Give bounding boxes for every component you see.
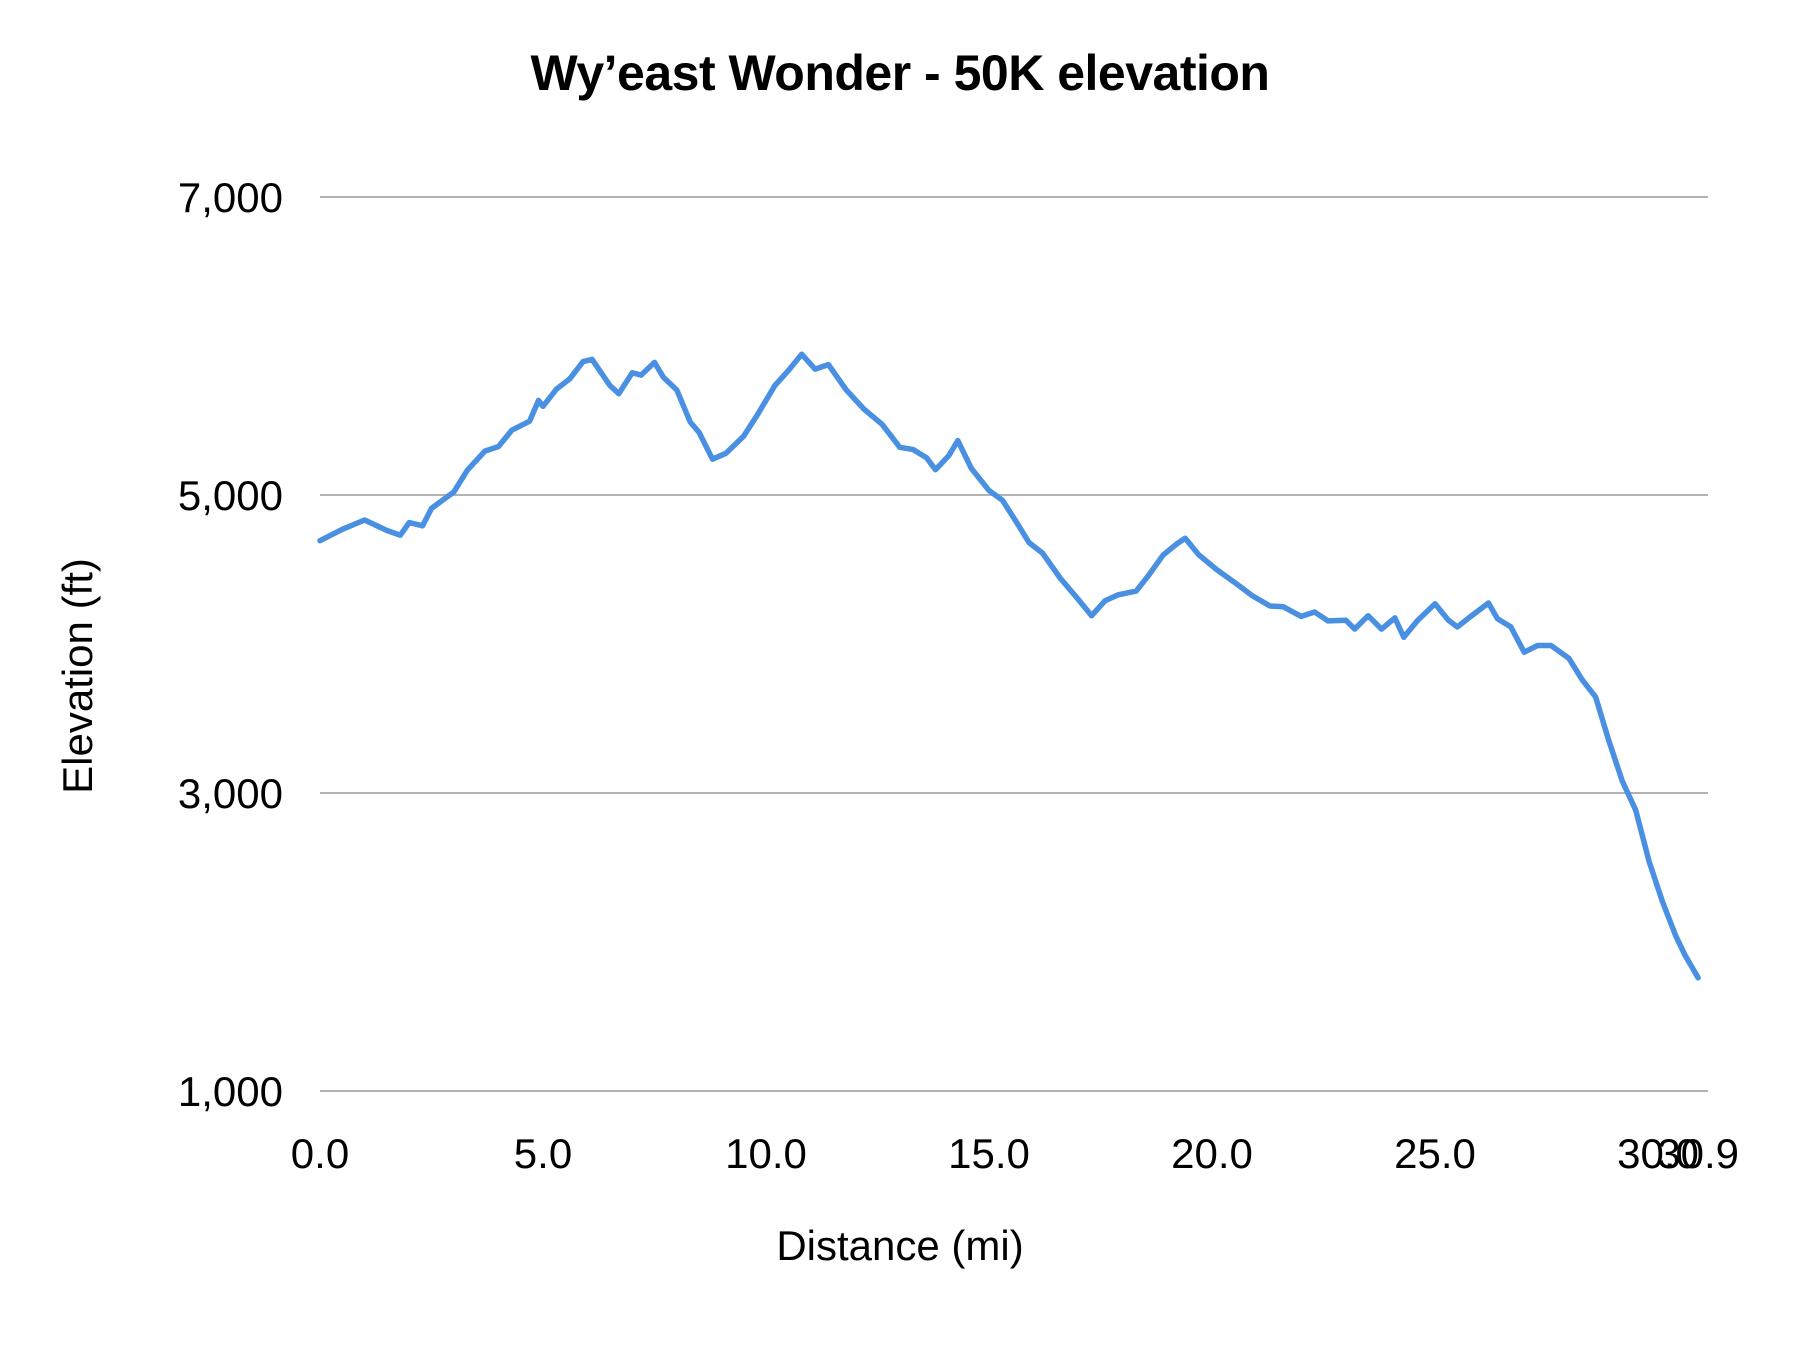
x-tick-label: 5.0 [514, 1130, 572, 1177]
gridlines [320, 196, 1708, 1092]
x-tick-label: 30.0 [1617, 1130, 1699, 1177]
x-tick-label: 15.0 [948, 1130, 1030, 1177]
y-tick-label: 1,000 [178, 1068, 283, 1115]
x-tick-label: 10.0 [725, 1130, 807, 1177]
y-tick-label: 3,000 [178, 770, 283, 817]
x-axis-ticks: 0.0 5.0 10.0 15.0 20.0 25.0 30.030.9 [291, 1130, 1739, 1177]
elevation-line [317, 351, 1701, 981]
y-axis-ticks: 7,000 5,000 3,000 1,000 [178, 174, 283, 1115]
y-tick-label: 5,000 [178, 472, 283, 519]
x-tick-label: 30.9 [1657, 1130, 1739, 1177]
chart-title: Wy’east Wonder - 50K elevation [530, 45, 1270, 101]
y-axis-title: Elevation (ft) [54, 558, 101, 794]
x-tick-label: 0.0 [291, 1130, 349, 1177]
x-tick-label: 25.0 [1394, 1130, 1476, 1177]
x-tick-label: 20.0 [1171, 1130, 1253, 1177]
y-tick-label: 7,000 [178, 174, 283, 221]
x-axis-title: Distance (mi) [776, 1222, 1023, 1269]
